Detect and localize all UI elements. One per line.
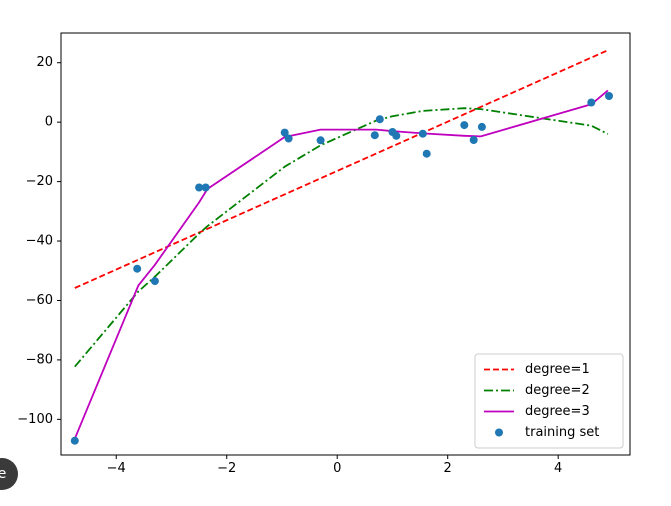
scatter-point <box>370 131 379 140</box>
y-tick-label: 0 <box>45 115 53 130</box>
legend-box <box>474 353 624 449</box>
series-line-3 <box>73 89 609 440</box>
scatter-point <box>460 121 469 130</box>
x-tick-label: −2 <box>217 461 236 476</box>
scatter-point <box>280 128 289 137</box>
scatter-point <box>392 131 401 140</box>
scatter-point <box>587 98 596 107</box>
legend: degree=1 degree=2 degree=3 training set <box>474 353 624 449</box>
legend-label-2: degree=2 <box>525 383 590 398</box>
scatter-point <box>284 134 293 143</box>
legend-label-4: training set <box>525 425 599 440</box>
scatter-point <box>201 183 210 192</box>
y-tick-label: −60 <box>26 293 53 308</box>
y-tick-label: −40 <box>26 234 53 249</box>
legend-label-1: degree=1 <box>525 362 590 377</box>
scatter-point <box>469 136 478 144</box>
plot-area <box>70 49 613 445</box>
axes-frame <box>60 32 631 456</box>
x-tick-label: 0 <box>333 461 341 476</box>
x-tick-label: 2 <box>444 461 452 476</box>
x-tick-label: 4 <box>554 461 562 476</box>
series-line-1 <box>74 49 609 289</box>
scatter-point <box>422 149 431 158</box>
y-tick-label: −80 <box>26 352 53 367</box>
y-tick-label: 20 <box>36 55 53 70</box>
scatter-point <box>150 277 159 286</box>
scatter-point <box>477 122 486 131</box>
scatter-point <box>195 183 204 192</box>
legend-label-3: degree=3 <box>525 404 590 419</box>
scatter-point <box>70 436 79 445</box>
scatter-point <box>605 92 613 100</box>
x-tick-label: −4 <box>107 461 126 476</box>
y-tick-label: −100 <box>17 412 53 427</box>
series-line-2 <box>74 107 609 368</box>
scatter-point <box>133 264 142 273</box>
corner-badge: e <box>0 458 18 490</box>
scatter-point <box>375 115 384 124</box>
scatter-point <box>316 136 325 145</box>
legend-swatch-4 <box>495 428 503 437</box>
y-tick-label: −20 <box>26 174 53 189</box>
scatter-point <box>418 129 427 138</box>
